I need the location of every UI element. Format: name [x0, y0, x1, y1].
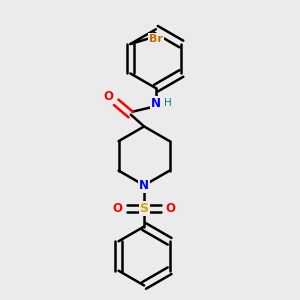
Text: O: O — [104, 91, 114, 103]
Text: H: H — [164, 98, 172, 109]
Text: O: O — [112, 202, 123, 215]
Text: N: N — [151, 97, 161, 110]
Text: Br: Br — [149, 34, 163, 44]
Text: S: S — [140, 202, 148, 215]
Text: N: N — [139, 179, 149, 192]
Text: O: O — [166, 202, 176, 215]
